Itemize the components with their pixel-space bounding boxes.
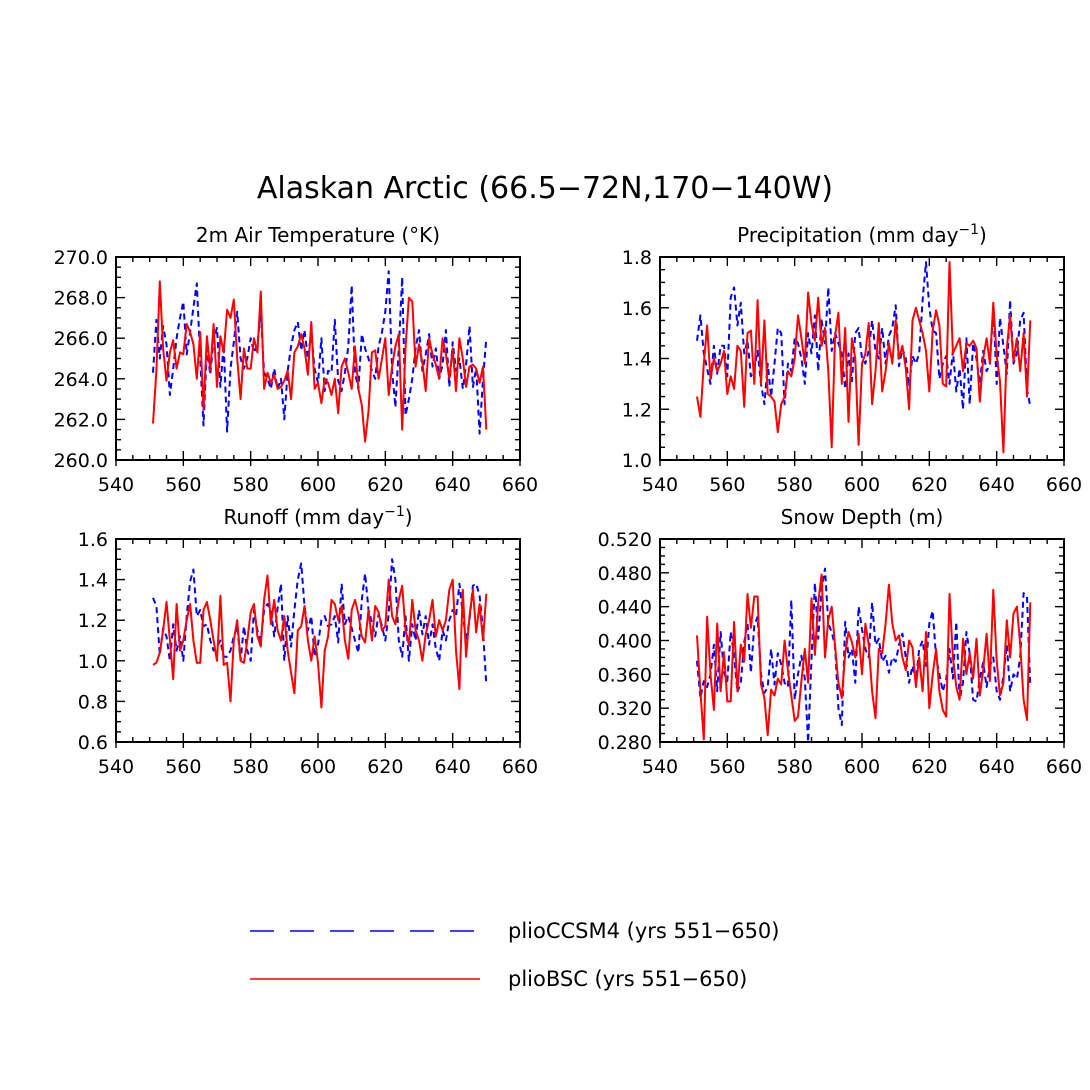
y-tick-label: 1.2 xyxy=(78,610,108,632)
y-tick-label: 264.0 xyxy=(54,369,108,391)
panel-title-superscript: −1 xyxy=(958,222,979,238)
y-tick-label: 0.520 xyxy=(598,529,652,551)
y-tick-label: 1.0 xyxy=(78,651,108,673)
x-tick-label: 580 xyxy=(777,756,813,778)
y-tick-label: 1.6 xyxy=(78,529,108,551)
x-tick-label: 660 xyxy=(502,756,538,778)
y-tick-label: 0.400 xyxy=(598,631,652,653)
x-tick-label: 640 xyxy=(979,474,1015,496)
y-tick-label: 1.4 xyxy=(78,570,108,592)
y-tick-label: 1.0 xyxy=(622,450,652,472)
x-tick-label: 600 xyxy=(300,756,336,778)
series-line-precipitation-ccsm4 xyxy=(696,261,1032,411)
x-tick-label: 560 xyxy=(165,756,201,778)
x-tick-label: 620 xyxy=(911,474,947,496)
x-tick-label: 540 xyxy=(98,474,134,496)
panel-title-text: Precipitation (mm day xyxy=(737,223,958,247)
x-tick-label: 600 xyxy=(844,474,880,496)
x-tick-label: 540 xyxy=(98,756,134,778)
y-tick-label: 0.480 xyxy=(598,563,652,585)
y-tick-label: 270.0 xyxy=(54,247,108,269)
y-tick-label: 262.0 xyxy=(54,409,108,431)
series-line-snow-depth-bsc xyxy=(696,573,1032,741)
panel-title-superscript: −1 xyxy=(384,504,405,520)
x-tick-label: 620 xyxy=(367,474,403,496)
panel-runoff: 0.6 0.8 1.0 1.2 1.4 1.6 540 560 580 600 620 640 660 R… xyxy=(78,504,538,778)
x-tick-label: 580 xyxy=(777,474,813,496)
panel-precipitation: 1.0 1.2 1.4 1.6 1.8 540 560 580 600 620 640 660 Prec… xyxy=(622,222,1082,496)
legend-label-ccsm4: plioCCSM4 (yrs 551−650) xyxy=(508,919,779,943)
x-tick-label: 560 xyxy=(709,756,745,778)
series-line-precipitation-bsc xyxy=(696,261,1032,454)
panel-title-text: ) xyxy=(405,505,413,529)
y-tick-label: 0.360 xyxy=(598,664,652,686)
x-tick-label: 620 xyxy=(911,756,947,778)
x-tick-label: 640 xyxy=(435,756,471,778)
legend: plioCCSM4 (yrs 551−650) plioBSC (yrs 551… xyxy=(250,919,779,991)
x-tick-label: 620 xyxy=(367,756,403,778)
x-tick-label: 640 xyxy=(979,756,1015,778)
panel-title: Snow Depth (m) xyxy=(781,505,944,529)
panel-title: Precipitation (mm day−1) xyxy=(737,222,987,247)
panel-title: Runoff (mm day−1) xyxy=(223,504,412,529)
x-tick-label: 600 xyxy=(844,756,880,778)
y-tick-label: 0.6 xyxy=(78,732,108,754)
y-tick-label: 260.0 xyxy=(54,450,108,472)
x-tick-label: 540 xyxy=(642,474,678,496)
x-tick-label: 560 xyxy=(165,474,201,496)
panel-title-text: ) xyxy=(979,223,987,247)
y-tick-label: 1.4 xyxy=(622,349,652,371)
y-tick-label: 0.320 xyxy=(598,698,652,720)
y-tick-label: 1.2 xyxy=(622,399,652,421)
y-tick-label: 0.280 xyxy=(598,732,652,754)
x-tick-label: 540 xyxy=(642,756,678,778)
y-tick-label: 266.0 xyxy=(54,328,108,350)
x-tick-label: 640 xyxy=(435,474,471,496)
y-tick-label: 0.8 xyxy=(78,691,108,713)
panel-air-temperature: 260.0 262.0 264.0 266.0 268.0 270.0 540 560 580 6… xyxy=(54,223,539,496)
y-tick-label: 0.440 xyxy=(598,597,652,619)
panel-title: 2m Air Temperature (°K) xyxy=(196,223,440,247)
series-line-runoff-ccsm4 xyxy=(152,558,488,686)
legend-label-bsc: plioBSC (yrs 551−650) xyxy=(508,967,747,991)
y-tick-label: 268.0 xyxy=(54,288,108,310)
panels-group: 260.0 262.0 264.0 266.0 268.0 270.0 540 560 580 6… xyxy=(54,222,1083,778)
x-tick-label: 600 xyxy=(300,474,336,496)
series-line-runoff-bsc xyxy=(152,574,488,709)
panel-snow-depth: 0.280 0.320 0.360 0.400 0.440 0.480 0.520 540 56… xyxy=(598,505,1083,778)
x-tick-label: 660 xyxy=(1046,474,1082,496)
x-tick-label: 580 xyxy=(233,756,269,778)
panel-title-text: Runoff (mm day xyxy=(223,505,384,529)
x-tick-label: 580 xyxy=(233,474,269,496)
y-tick-label: 1.6 xyxy=(622,298,652,320)
y-tick-label: 1.8 xyxy=(622,247,652,269)
x-tick-label: 560 xyxy=(709,474,745,496)
main-title: Alaskan Arctic (66.5−72N,170−140W) xyxy=(257,171,833,206)
x-tick-label: 660 xyxy=(1046,756,1082,778)
x-tick-label: 660 xyxy=(502,474,538,496)
series-line-air-temperature-bsc xyxy=(152,280,488,443)
